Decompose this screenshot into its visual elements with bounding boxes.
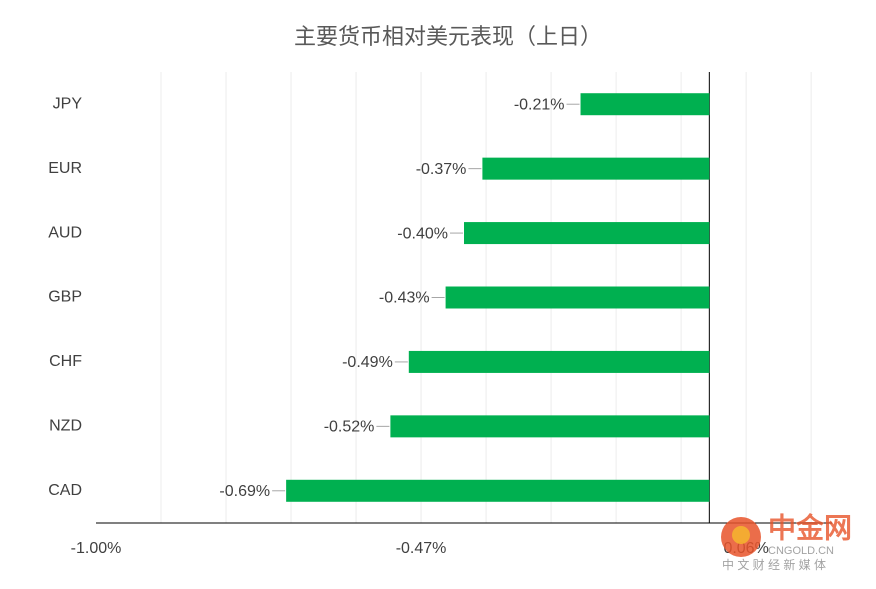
watermark-tagline: 中 文 财 经 新 媒 体 bbox=[722, 557, 826, 572]
chart-title: 主要货币相对美元表现（上日） bbox=[294, 24, 602, 49]
value-label: -0.49% bbox=[342, 354, 393, 371]
y-tick-label: CAD bbox=[48, 482, 82, 499]
x-tick-label: -0.47% bbox=[396, 540, 447, 557]
value-label: -0.21% bbox=[514, 96, 565, 113]
value-label: -0.52% bbox=[324, 419, 375, 436]
y-tick-label: GBP bbox=[48, 289, 82, 306]
value-label: -0.43% bbox=[379, 290, 430, 307]
watermark-name: 中金网 bbox=[768, 511, 852, 543]
value-label: -0.69% bbox=[219, 483, 270, 500]
watermark-site: CNGOLD.CN bbox=[768, 545, 834, 557]
bar bbox=[464, 222, 710, 245]
bar bbox=[408, 350, 710, 373]
value-label: -0.37% bbox=[416, 161, 467, 178]
y-tick-label: EUR bbox=[48, 160, 82, 177]
y-tick-label: AUD bbox=[48, 224, 82, 241]
bar bbox=[482, 157, 710, 180]
bar bbox=[390, 415, 710, 438]
bar bbox=[445, 286, 710, 309]
value-label: -0.40% bbox=[397, 225, 448, 242]
bar bbox=[580, 93, 710, 116]
logo-icon-inner bbox=[732, 526, 750, 544]
y-tick-label: JPY bbox=[53, 95, 83, 112]
x-tick-label: -1.00% bbox=[71, 540, 122, 557]
bar bbox=[286, 479, 710, 502]
y-tick-label: CHF bbox=[49, 353, 82, 370]
y-tick-label: NZD bbox=[49, 418, 82, 435]
